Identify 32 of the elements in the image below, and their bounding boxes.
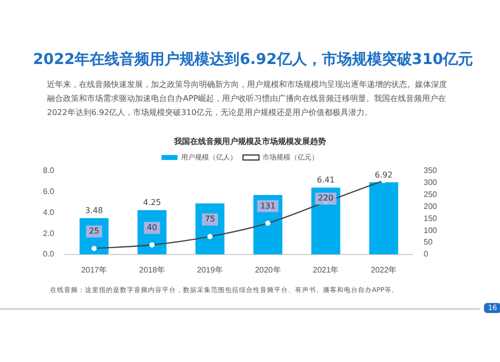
data-label: 220 xyxy=(318,194,334,203)
bar xyxy=(369,182,398,254)
y2-tick-label: 300 xyxy=(424,178,438,188)
data-label: 6.41 xyxy=(316,176,335,185)
x-tick-label: 2019年 xyxy=(197,265,223,274)
data-label: 4.25 xyxy=(143,198,161,208)
y2-tick-label: 100 xyxy=(424,226,438,235)
y2-tick-label: 150 xyxy=(424,214,438,223)
y2-tick-label: 0 xyxy=(424,250,429,259)
text: 近年来，在线音频快速发展，加之政策导向明确新方向，用户规模和市场规模均呈现出逐年递增的状态。媒体深度融合政策和市场需求驱动加速电台自办APP崛起，用户收听习惯由广播向在线音频迁移明显。我国在线音频用户在2022年达到6.92亿人，市场规模突破310亿元，无论是用户规模还是用户价值都极具潜力。 xyxy=(47,79,447,119)
x-tick-label: 2020年 xyxy=(254,265,281,274)
y-tick-label: 2.0 xyxy=(42,228,55,238)
data-label: 25 xyxy=(88,226,100,236)
y-tick-label: 6.0 xyxy=(42,187,55,196)
x-tick-label: 2021年 xyxy=(312,265,339,274)
y2-tick-label: 250 xyxy=(424,190,438,200)
y-tick-label: 8.0 xyxy=(42,166,55,176)
chart-subtitle: 我国在线音频用户规模及市场规模发展趋势 xyxy=(173,136,327,147)
chart-title: 2022年在线音频用户规模达到6.92亿人，市场规模突破310亿元 xyxy=(33,50,474,69)
data-label: 131 xyxy=(260,201,276,210)
y-tick-label: 4.0 xyxy=(42,208,55,217)
data-label: 3.48 xyxy=(85,206,103,216)
data-label: 75 xyxy=(204,214,216,224)
y2-tick-label: 350 xyxy=(424,166,438,176)
data-label: 40 xyxy=(146,222,158,232)
x-tick-label: 2018年 xyxy=(139,265,165,274)
y2-tick-label: 200 xyxy=(424,202,438,211)
data-label: 6.92 xyxy=(374,170,393,180)
x-tick-label: 2022年 xyxy=(370,265,397,274)
y2-tick-label: 50 xyxy=(424,238,434,247)
x-tick-label: 2017年 xyxy=(81,265,107,274)
y-tick-label: 0.0 xyxy=(42,250,55,259)
